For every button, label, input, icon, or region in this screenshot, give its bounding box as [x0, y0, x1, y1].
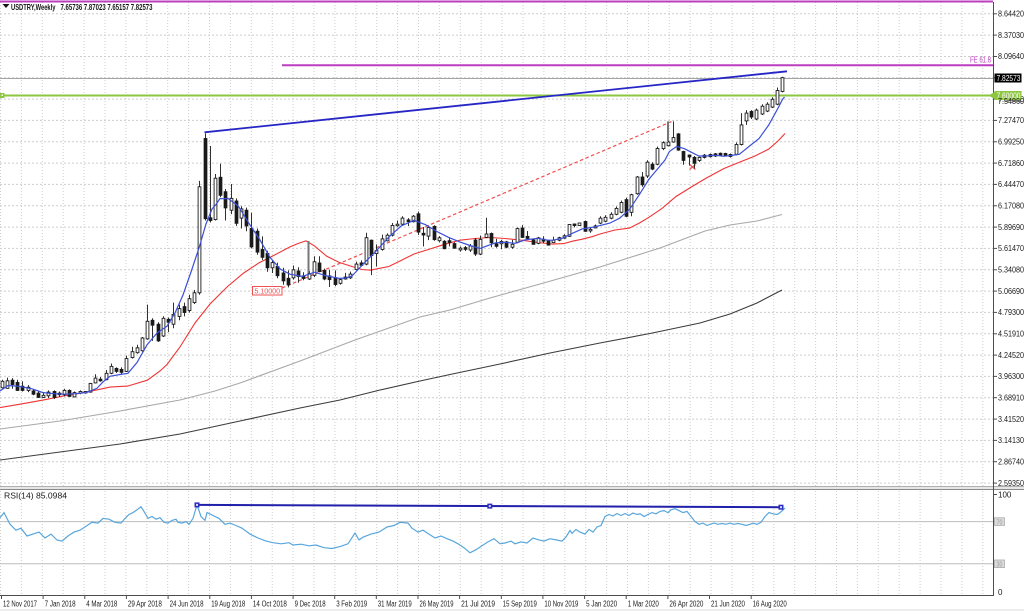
svg-text:5.10000: 5.10000: [255, 286, 281, 295]
svg-text:4.79300: 4.79300: [998, 308, 1024, 317]
svg-text:24 Jun 2018: 24 Jun 2018: [170, 600, 204, 609]
svg-text:16 Aug 2020: 16 Aug 2020: [753, 600, 787, 609]
svg-text:8.37030: 8.37030: [998, 31, 1024, 40]
svg-text:19 Aug 2018: 19 Aug 2018: [211, 600, 245, 609]
svg-text:3.96300: 3.96300: [998, 372, 1024, 381]
svg-text:5.89690: 5.89690: [998, 223, 1024, 232]
svg-text:4.51910: 4.51910: [998, 329, 1024, 338]
svg-text:3.68910: 3.68910: [998, 393, 1024, 402]
svg-text:6.71860: 6.71860: [998, 159, 1024, 168]
svg-text:3 Feb 2019: 3 Feb 2019: [336, 600, 367, 609]
svg-text:0: 0: [998, 588, 1003, 597]
svg-text:29 Apr 2018: 29 Apr 2018: [128, 600, 162, 609]
svg-text:21 Jun 2020: 21 Jun 2020: [711, 600, 745, 609]
svg-text:2.86740: 2.86740: [998, 457, 1024, 466]
svg-text:4.24520: 4.24520: [998, 351, 1024, 360]
svg-text:7.60000: 7.60000: [997, 91, 1021, 100]
svg-text:31 Mar 2019: 31 Mar 2019: [378, 600, 412, 609]
svg-text:100: 100: [998, 491, 1012, 500]
svg-text:7.54860: 7.54860: [998, 97, 1024, 106]
svg-text:15 Sep 2019: 15 Sep 2019: [503, 600, 537, 609]
svg-text:12 Nov 2017: 12 Nov 2017: [3, 600, 37, 609]
svg-text:3.14130: 3.14130: [998, 436, 1024, 445]
svg-text:FE 61.8: FE 61.8: [970, 55, 991, 65]
svg-text:2.59350: 2.59350: [998, 479, 1024, 488]
svg-text:21 Jul 2019: 21 Jul 2019: [461, 600, 495, 609]
svg-text:8.64420: 8.64420: [998, 10, 1024, 19]
svg-text:7.27470: 7.27470: [998, 116, 1024, 125]
svg-text:26 Apr 2020: 26 Apr 2020: [669, 600, 703, 609]
svg-text:6.99250: 6.99250: [998, 138, 1024, 147]
svg-text:5.61470: 5.61470: [998, 244, 1024, 253]
svg-text:6.17080: 6.17080: [998, 202, 1024, 211]
svg-text:70: 70: [997, 519, 1003, 526]
svg-text:7.82573: 7.82573: [997, 74, 1021, 83]
svg-text:USDTRY,Weekly: USDTRY,Weekly: [11, 2, 56, 12]
svg-text:5 Jan 2020: 5 Jan 2020: [586, 600, 617, 609]
svg-text:RSI(14) 85.0984: RSI(14) 85.0984: [4, 491, 67, 501]
svg-text:14 Oct 2018: 14 Oct 2018: [253, 600, 287, 609]
svg-text:8.09640: 8.09640: [998, 52, 1024, 61]
svg-text:6.44470: 6.44470: [998, 180, 1024, 189]
svg-text:5.34080: 5.34080: [998, 266, 1024, 275]
svg-text:1 Mar 2020: 1 Mar 2020: [628, 600, 659, 609]
svg-text:3.41520: 3.41520: [998, 415, 1024, 424]
svg-text:7 Jan 2018: 7 Jan 2018: [45, 600, 76, 609]
svg-text:4 Mar 2018: 4 Mar 2018: [86, 600, 117, 609]
svg-text:26 May 2019: 26 May 2019: [420, 600, 454, 609]
svg-text:30: 30: [997, 562, 1003, 569]
svg-text:9 Dec 2018: 9 Dec 2018: [295, 600, 326, 609]
svg-text:5.06690: 5.06690: [998, 287, 1024, 296]
svg-text:10 Nov 2019: 10 Nov 2019: [544, 600, 578, 609]
svg-text:7.65736 7.87023 7.65157 7.8257: 7.65736 7.87023 7.65157 7.82573: [61, 2, 153, 12]
